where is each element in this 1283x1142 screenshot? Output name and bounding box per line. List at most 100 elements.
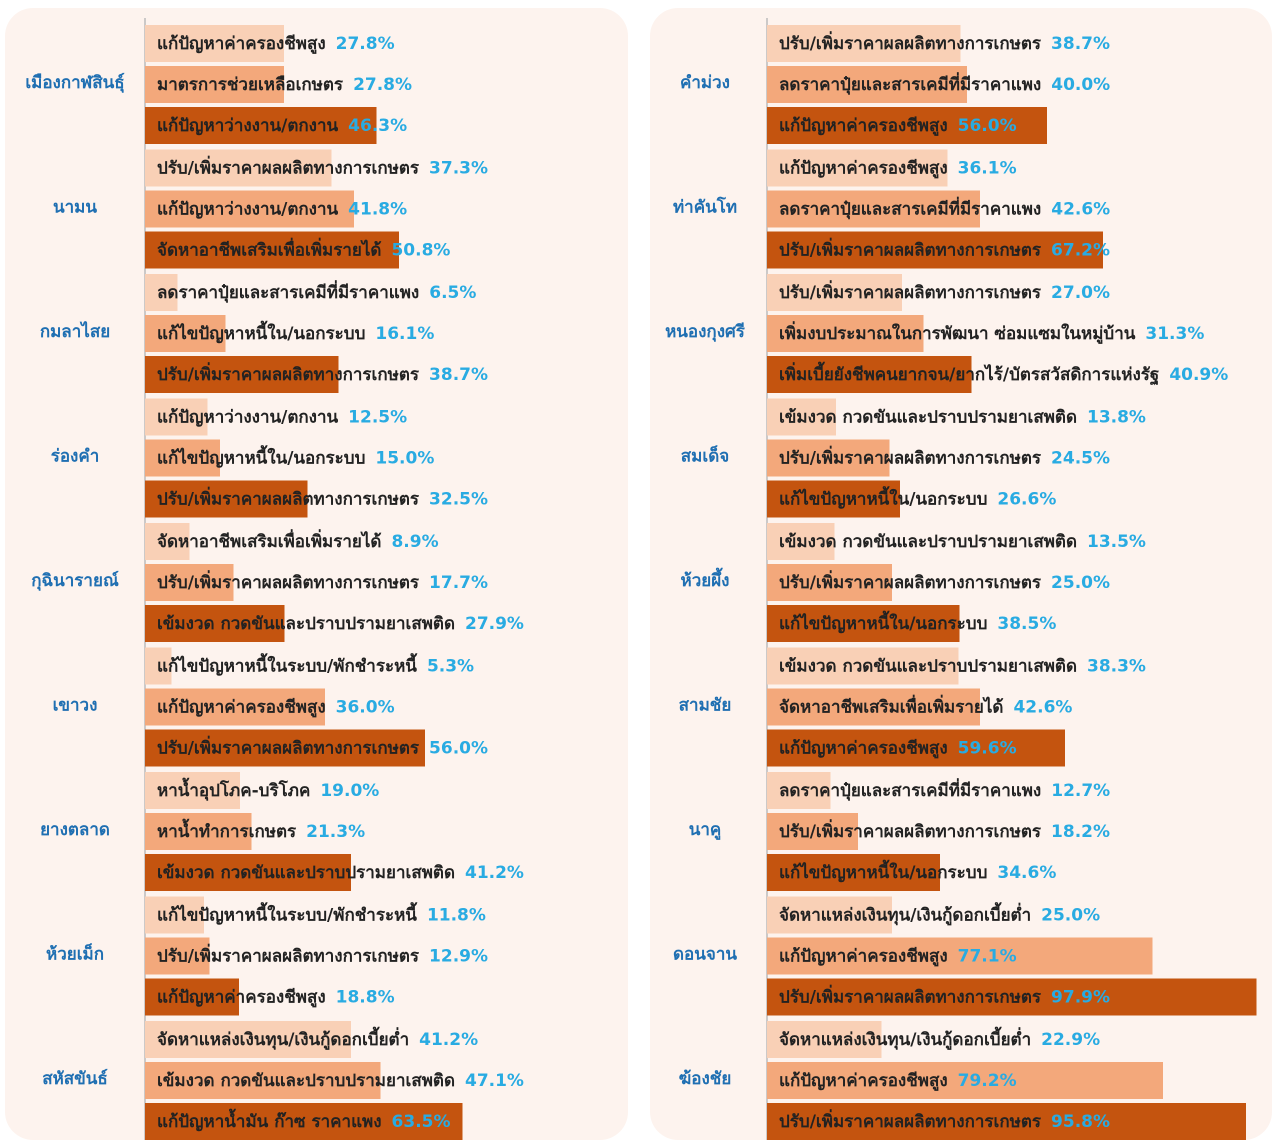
bar-label: แก้ปัญหาว่างงาน/ตกงาน 41.8% bbox=[157, 200, 407, 220]
issue-label: ปรับ/เพิ่มราคาผลผลิตทางการเกษตร bbox=[157, 362, 420, 385]
issue-label: ปรับ/เพิ่มราคาผลผลิตทางการเกษตร bbox=[157, 736, 420, 759]
bar bbox=[145, 356, 339, 393]
bar-label: ปรับ/เพิ่มราคาผลผลิตทางการเกษตร 18.2% bbox=[779, 819, 1110, 842]
value-label: 41.2% bbox=[419, 1030, 478, 1050]
bar-label: เพิ่มเบี้ยยังชีพคนยากจน/ยากไร้/บัตรสวัสด… bbox=[779, 361, 1228, 386]
bar-label: เข้มงวด กวดขันและปราบปรามยาเสพติด 38.3% bbox=[779, 657, 1146, 677]
bar-label: ปรับ/เพิ่มราคาผลผลิตทางการเกษตร 32.5% bbox=[157, 487, 488, 510]
value-label: 56.0% bbox=[958, 116, 1017, 136]
district-name: สามชัย bbox=[679, 696, 732, 716]
district-name: ฆ้องชัย bbox=[679, 1069, 732, 1089]
bar bbox=[145, 274, 178, 311]
value-label: 11.8% bbox=[427, 906, 486, 926]
value-label: 5.3% bbox=[427, 657, 474, 677]
bar bbox=[145, 854, 351, 891]
value-label: 13.5% bbox=[1087, 532, 1146, 552]
issue-label: แก้ไขปัญหาหนี้ในระบบ/พักชำระหนี้ bbox=[157, 653, 417, 677]
value-label: 40.0% bbox=[1051, 75, 1110, 95]
value-label: 6.5% bbox=[429, 283, 476, 303]
bar bbox=[145, 523, 190, 560]
bar-label: ปรับ/เพิ่มราคาผลผลิตทางการเกษตร 24.5% bbox=[779, 446, 1110, 469]
bar bbox=[767, 480, 900, 518]
bar bbox=[767, 978, 1257, 1016]
bar-label: ปรับ/เพิ่มราคาผลผลิตทางการเกษตร 12.9% bbox=[157, 944, 488, 967]
issue-label: แก้ปัญหาว่างงาน/ตกงาน bbox=[157, 116, 339, 136]
issue-label: ลดราคาปุ๋ยและสารเคมีที่มีราคาแพง bbox=[779, 72, 1041, 95]
bar-label: ปรับ/เพิ่มราคาผลผลิตทางการเกษตร 17.7% bbox=[157, 570, 488, 593]
bar-label: แก้ไขปัญหาหนี้ใน/นอกระบบ 34.6% bbox=[779, 859, 1056, 883]
bar-label: ปรับ/เพิ่มราคาผลผลิตทางการเกษตร 27.0% bbox=[779, 280, 1110, 303]
issue-label: ปรับ/เพิ่มราคาผลผลิตทางการเกษตร bbox=[157, 570, 420, 593]
issue-label: เพิ่มเบี้ยยังชีพคนยากจน/ยากไร้/บัตรสวัสด… bbox=[779, 361, 1159, 386]
value-label: 18.8% bbox=[336, 988, 395, 1008]
issue-label: แก้ปัญหาค่าครองชีพสูง bbox=[779, 158, 948, 180]
bar bbox=[767, 107, 1047, 144]
issue-label: ลดราคาปุ๋ยและสารเคมีที่มีราคาแพง bbox=[779, 197, 1041, 220]
value-label: 27.9% bbox=[465, 614, 524, 634]
district-name: ห้วยผึ้ง bbox=[681, 567, 730, 591]
bar bbox=[145, 896, 204, 934]
issue-label: เข้มงวด กวดขันและปราบปรามยาเสพติด bbox=[157, 1071, 455, 1091]
bar-label: เข้มงวด กวดขันและปราบปรามยาเสพติด 13.5% bbox=[779, 532, 1146, 552]
bar bbox=[145, 25, 284, 62]
bar bbox=[145, 978, 239, 1016]
bar bbox=[767, 605, 960, 642]
bar bbox=[767, 854, 940, 891]
bar bbox=[145, 107, 377, 144]
bar-label: แก้ไขปัญหาหนี้ในระบบ/พักชำระหนี้ 11.8% bbox=[157, 902, 486, 926]
bar bbox=[145, 772, 240, 809]
value-label: 59.6% bbox=[958, 739, 1017, 759]
bar bbox=[145, 439, 220, 477]
bar bbox=[767, 1103, 1246, 1140]
value-label: 22.9% bbox=[1041, 1030, 1100, 1050]
issue-label: ปรับ/เพิ่มราคาผลผลิตทางการเกษตร bbox=[779, 985, 1042, 1008]
bar bbox=[145, 813, 252, 850]
issue-label: จัดหาอาชีพเสริมเพื่อเพิ่มรายได้ bbox=[779, 695, 1003, 718]
bar-label: ลดราคาปุ๋ยและสารเคมีที่มีราคาแพง 42.6% bbox=[779, 197, 1110, 220]
bar-label: ปรับ/เพิ่มราคาผลผลิตทางการเกษตร 38.7% bbox=[157, 362, 488, 385]
issue-label: มาตรการช่วยเหลือเกษตร bbox=[157, 74, 344, 95]
issue-label: ปรับ/เพิ่มราคาผลผลิตทางการเกษตร bbox=[779, 238, 1042, 261]
bar-label: แก้ไขปัญหาหนี้ในระบบ/พักชำระหนี้ 5.3% bbox=[157, 653, 474, 677]
issue-label: ปรับ/เพิ่มราคาผลผลิตทางการเกษตร bbox=[157, 944, 420, 967]
issue-label: จัดหาอาชีพเสริมเพื่อเพิ่มรายได้ bbox=[157, 529, 381, 552]
value-label: 36.0% bbox=[336, 698, 395, 718]
bar-label: ปรับ/เพิ่มราคาผลผลิตทางการเกษตร 67.2% bbox=[779, 238, 1110, 261]
issue-label: แก้ไขปัญหาหนี้ในระบบ/พักชำระหนี้ bbox=[157, 902, 417, 926]
value-label: 38.7% bbox=[429, 365, 488, 385]
value-label: 27.0% bbox=[1051, 283, 1110, 303]
bar-label: แก้ปัญหาว่างงาน/ตกงาน 46.3% bbox=[157, 116, 407, 136]
bar-label: ลดราคาปุ๋ยและสารเคมีที่มีราคาแพง 12.7% bbox=[779, 778, 1110, 801]
value-label: 40.9% bbox=[1169, 365, 1228, 385]
value-label: 38.7% bbox=[1051, 34, 1110, 54]
district-name: สหัสขันธ์ bbox=[42, 1068, 108, 1089]
bar bbox=[767, 315, 924, 352]
issue-label: จัดหาอาชีพเสริมเพื่อเพิ่มรายได้ bbox=[157, 238, 381, 261]
bar-label: จัดหาอาชีพเสริมเพื่อเพิ่มรายได้ 42.6% bbox=[779, 695, 1072, 718]
value-label: 12.9% bbox=[429, 947, 488, 967]
issue-label: แก้ปัญหาค่าครองชีพสูง bbox=[779, 1070, 948, 1092]
bar bbox=[145, 190, 354, 228]
bar-label: แก้ปัญหาค่าครองชีพสูง 59.6% bbox=[779, 738, 1017, 760]
value-label: 31.3% bbox=[1145, 324, 1204, 344]
issue-label: ลดราคาปุ๋ยและสารเคมีที่มีราคาแพง bbox=[779, 778, 1041, 801]
bar bbox=[767, 149, 948, 187]
issue-label: แก้ไขปัญหาหนี้ใน/นอกระบบ bbox=[157, 320, 365, 344]
bar-label: จัดหาอาชีพเสริมเพื่อเพิ่มรายได้ 8.9% bbox=[157, 529, 439, 552]
bar-label: จัดหาแหล่งเงินทุน/เงินกู้ดอกเบี้ยต่ำ 41.2… bbox=[157, 1026, 478, 1051]
issue-label: แก้ปัญหาค่าครองชีพสูง bbox=[779, 115, 948, 137]
value-label: 15.0% bbox=[375, 449, 434, 469]
bar bbox=[767, 66, 967, 103]
issue-label: ปรับ/เพิ่มราคาผลผลิตทางการเกษตร bbox=[779, 31, 1042, 54]
bar-label: ปรับ/เพิ่มราคาผลผลิตทางการเกษตร 97.9% bbox=[779, 985, 1110, 1008]
issue-label: แก้ไขปัญหาหนี้ใน/นอกระบบ bbox=[779, 486, 987, 510]
value-label: 37.3% bbox=[429, 159, 488, 179]
bar bbox=[767, 398, 836, 436]
issue-label: ปรับ/เพิ่มราคาผลผลิตทางการเกษตร bbox=[779, 819, 1042, 842]
value-label: 21.3% bbox=[306, 822, 365, 842]
district-name: ท่าคันโท bbox=[673, 197, 737, 218]
issue-label: หาน้ำทำการเกษตร bbox=[157, 818, 297, 842]
bar bbox=[767, 937, 1153, 975]
issue-label: แก้ปัญหาค่าครองชีพสูง bbox=[157, 33, 326, 55]
value-label: 42.6% bbox=[1051, 200, 1110, 220]
